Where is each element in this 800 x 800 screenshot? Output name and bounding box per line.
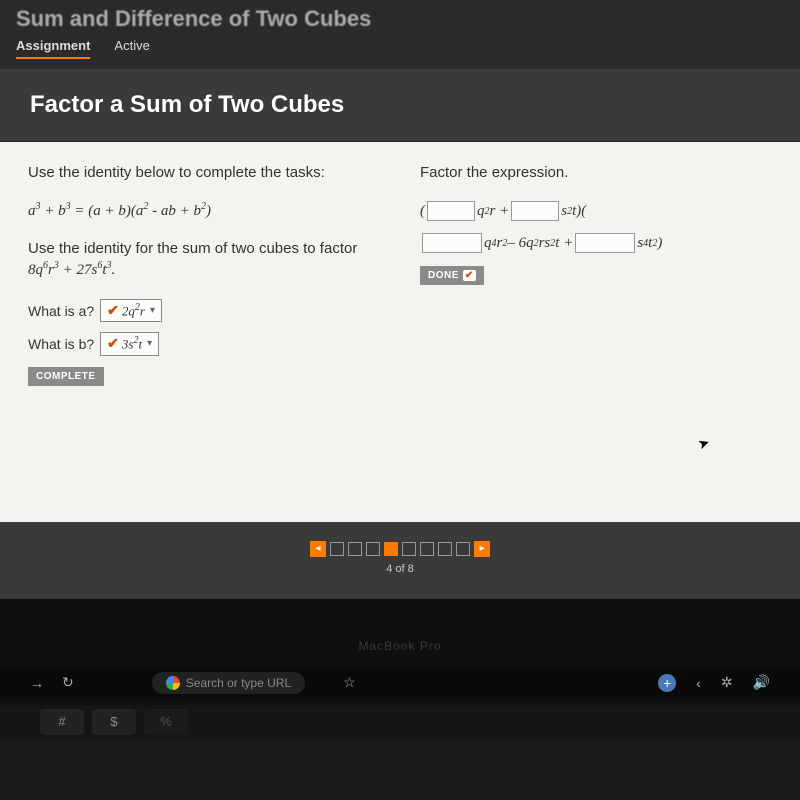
pager: ◂ ▸ 4 of 8 — [0, 522, 800, 599]
tab-assignment[interactable]: Assignment — [16, 38, 90, 59]
pager-step-3[interactable] — [366, 542, 380, 556]
volume-icon[interactable]: 🔊 — [753, 674, 770, 691]
chevron-down-icon: ▾ — [147, 338, 152, 349]
pager-step-7[interactable] — [438, 542, 452, 556]
done-button[interactable]: DONE ✔ — [420, 266, 484, 285]
pager-step-1[interactable] — [330, 542, 344, 556]
keyboard-row: # $ % — [0, 705, 800, 739]
pager-step-8[interactable] — [456, 542, 470, 556]
instruction-left: Use the identity below to complete the t… — [28, 162, 380, 183]
pager-step-4[interactable] — [384, 542, 398, 556]
pager-prev-button[interactable]: ◂ — [310, 541, 326, 557]
blank-input-2[interactable] — [511, 201, 559, 221]
check-icon: ✔ — [463, 270, 476, 281]
course-title: Sum and Difference of Two Cubes — [16, 6, 784, 32]
back-icon[interactable]: → — [30, 675, 44, 691]
check-icon: ✔ — [107, 335, 119, 352]
key-percent[interactable]: % — [144, 709, 188, 735]
laptop-label: MacBook Pro — [0, 639, 800, 653]
question-b-label: What is b? — [28, 336, 94, 352]
star-icon[interactable]: ☆ — [343, 674, 356, 691]
blank-input-1[interactable] — [427, 201, 475, 221]
pager-step-2[interactable] — [348, 542, 362, 556]
factored-line-1: (q2r + s2t)( — [420, 201, 772, 221]
blank-input-3[interactable] — [422, 233, 482, 253]
identity-formula: a3 + b3 = (a + b)(a2 - ab + b2) — [28, 201, 380, 220]
factored-line-2: q4r2 – 6q2rs2t + s4t2) — [420, 233, 772, 253]
new-tab-icon[interactable]: + — [658, 674, 676, 692]
question-a-label: What is a? — [28, 303, 94, 319]
question-a-row: What is a? ✔ 2q2r ▾ — [28, 299, 380, 322]
complete-button[interactable]: COMPLETE — [28, 367, 104, 386]
lesson-title: Factor a Sum of Two Cubes — [30, 91, 770, 119]
key-hash[interactable]: # — [40, 709, 84, 735]
brightness-icon[interactable]: ✲ — [721, 674, 733, 691]
tab-active[interactable]: Active — [114, 38, 149, 59]
factor-prompt: Use the identity for the sum of two cube… — [28, 238, 380, 281]
chevron-down-icon: ▾ — [150, 305, 155, 316]
instruction-right: Factor the expression. — [420, 162, 772, 183]
app-header: Sum and Difference of Two Cubes Assignme… — [0, 0, 800, 69]
question-b-row: What is b? ✔ 3s2t ▾ — [28, 332, 380, 355]
lesson-header: Factor a Sum of Two Cubes — [0, 69, 800, 142]
pager-next-button[interactable]: ▸ — [474, 541, 490, 557]
check-icon: ✔ — [107, 302, 119, 319]
tab-row: Assignment Active — [16, 38, 784, 59]
pager-step-6[interactable] — [420, 542, 434, 556]
key-dollar[interactable]: $ — [92, 709, 136, 735]
refresh-icon[interactable]: ↻ — [62, 674, 74, 691]
answer-a-dropdown[interactable]: ✔ 2q2r ▾ — [100, 299, 162, 322]
blank-input-4[interactable] — [575, 233, 635, 253]
pager-step-5[interactable] — [402, 542, 416, 556]
left-column: Use the identity below to complete the t… — [28, 162, 380, 492]
url-search-field[interactable]: Search or type URL — [152, 672, 305, 694]
pager-label: 4 of 8 — [0, 563, 800, 575]
desk-area: MacBook Pro → ↻ Search or type URL ☆ + ‹… — [0, 599, 800, 739]
touchbar: → ↻ Search or type URL ☆ + ‹ ✲ 🔊 — [0, 667, 800, 699]
google-icon — [166, 676, 180, 690]
content-area: Use the identity below to complete the t… — [0, 142, 800, 522]
answer-b-dropdown[interactable]: ✔ 3s2t ▾ — [100, 332, 159, 355]
right-column: Factor the expression. (q2r + s2t)( q4r2… — [420, 162, 772, 492]
chevron-left-icon[interactable]: ‹ — [696, 675, 701, 691]
